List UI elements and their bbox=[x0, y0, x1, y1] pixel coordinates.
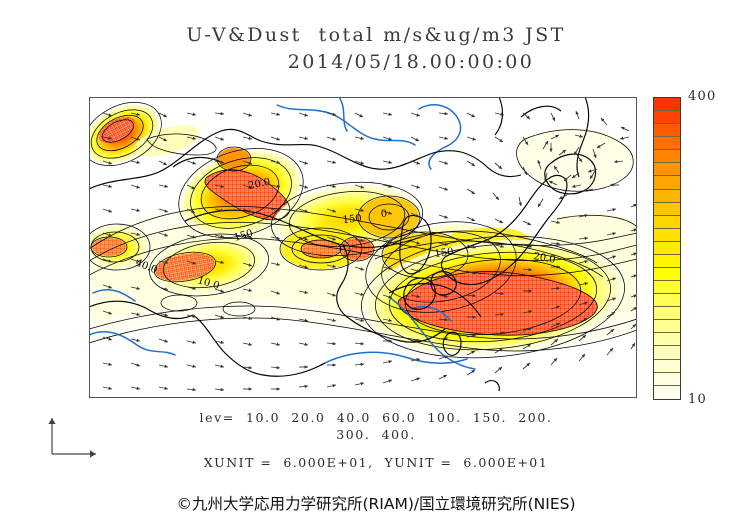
title-line-variable: U-V&Dust total m/s&ug/m3 JST bbox=[186, 24, 566, 46]
wind-vector-field bbox=[102, 110, 637, 392]
svg-text:20.0: 20.0 bbox=[532, 251, 556, 266]
coastline-layer bbox=[89, 97, 597, 392]
colorbar-band bbox=[654, 372, 680, 386]
colorbar-band bbox=[654, 346, 680, 360]
figure-title: U-V&Dust total m/s&ug/m3 JST 2014/05/18.… bbox=[0, 22, 752, 76]
map-plot-area: 150 40.0 10.0 20.0 150 150 20.0 0 bbox=[89, 97, 637, 398]
svg-text:0: 0 bbox=[380, 209, 387, 220]
colorbar-band bbox=[654, 176, 680, 190]
contour-levels-row1: lev= 10.0 20.0 40.0 60.0 100. 150. 200. bbox=[199, 410, 553, 425]
colorbar-band bbox=[654, 333, 680, 347]
svg-text:20.0: 20.0 bbox=[247, 177, 271, 192]
colorbar-band bbox=[654, 137, 680, 151]
colorbar-band bbox=[654, 268, 680, 282]
colorbar-band bbox=[654, 281, 680, 295]
colorbar bbox=[653, 97, 681, 400]
colorbar-band bbox=[654, 163, 680, 177]
vector-scale-glyph bbox=[44, 408, 106, 460]
colorbar-band bbox=[654, 202, 680, 216]
title-line-datetime: 2014/05/18.00:00:00 bbox=[287, 51, 535, 73]
svg-text:150: 150 bbox=[233, 228, 254, 244]
colorbar-band bbox=[654, 215, 680, 229]
river-layer bbox=[89, 97, 476, 370]
contour-levels-row2: 300. 400. bbox=[336, 427, 416, 442]
contour-label-group: 150 40.0 10.0 20.0 150 150 20.0 0 bbox=[134, 177, 556, 292]
colorbar-band bbox=[654, 241, 680, 255]
colorbar-band bbox=[654, 359, 680, 373]
colorbar-band bbox=[654, 320, 680, 334]
colorbar-band bbox=[654, 111, 680, 125]
axis-units-label: XUNIT = 6.000E+01, YUNIT = 6.000E+01 bbox=[203, 455, 549, 470]
colorbar-max-label: 400 bbox=[688, 89, 717, 104]
colorbar-band bbox=[654, 294, 680, 308]
colorbar-band bbox=[654, 385, 680, 399]
colorbar-band bbox=[654, 228, 680, 242]
svg-text:150: 150 bbox=[434, 246, 454, 260]
colorbar-min-label: 10 bbox=[688, 392, 707, 407]
colorbar-band bbox=[654, 254, 680, 269]
colorbar-band bbox=[654, 124, 680, 138]
colorbar-band bbox=[654, 307, 680, 321]
dust-contours bbox=[89, 102, 637, 359]
colorbar-band bbox=[654, 150, 680, 164]
map-layers: 150 40.0 10.0 20.0 150 150 20.0 0 bbox=[89, 97, 637, 398]
colorbar-band bbox=[654, 189, 680, 203]
map-frame bbox=[89, 97, 637, 398]
colorbar-band bbox=[654, 98, 680, 112]
svg-text:150: 150 bbox=[342, 213, 362, 226]
copyright-credit: ©九州大学応用力学研究所(RIAM)/国立環境研究所(NIES) bbox=[176, 495, 576, 513]
